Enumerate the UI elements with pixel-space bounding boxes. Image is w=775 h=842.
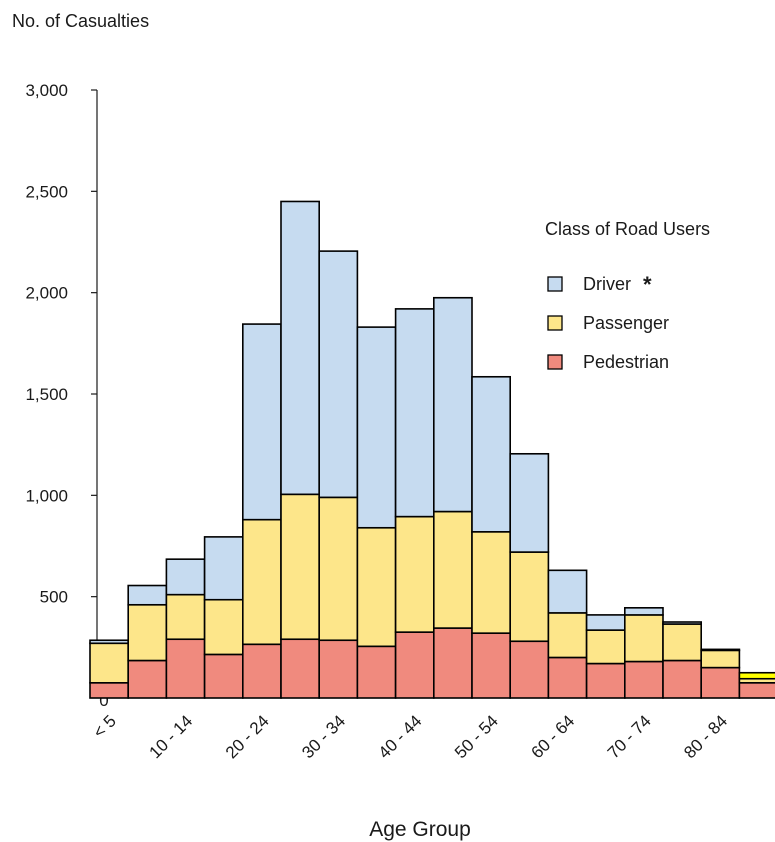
bar-passenger — [203, 598, 244, 656]
bar-passenger — [471, 531, 512, 634]
bar-passenger — [662, 623, 703, 662]
x-tick-label: 60 - 64 — [527, 711, 578, 762]
x-axis: < 5 10 - 14 20 - 24 30 - 34 40 - 44 50 - 54 60… — [89, 711, 731, 762]
bar-driver — [356, 326, 397, 529]
x-tick-label: 70 - 74 — [604, 711, 655, 762]
x-tick-label: 20 - 24 — [222, 711, 273, 762]
legend-label-driver: Driver — [583, 274, 631, 294]
bar-driver — [318, 250, 359, 499]
y-tick-label: 2,500 — [25, 182, 68, 201]
driver-asterisk: * — [643, 272, 652, 297]
bar-pedestrian — [203, 653, 244, 699]
bar-passenger — [432, 510, 473, 629]
y-tick-label: 0 — [99, 691, 108, 710]
bar-pedestrian — [165, 638, 206, 699]
y-tick-label: 1,500 — [25, 385, 68, 404]
bar-driver — [662, 621, 703, 625]
bar-passenger — [318, 496, 359, 642]
y-tick-label: 3,000 — [25, 81, 68, 100]
bar-pedestrian — [700, 666, 741, 699]
bar-pedestrian — [127, 659, 168, 699]
bar-passenger — [585, 629, 626, 665]
bar-passenger — [509, 551, 550, 643]
bar-driver — [432, 296, 473, 513]
bar-passenger — [89, 642, 130, 684]
bar-passenger — [165, 593, 206, 641]
bar-pedestrian — [242, 643, 282, 699]
bar-pedestrian — [471, 632, 512, 699]
bars — [89, 200, 775, 699]
x-tick-label: 10 - 14 — [145, 711, 196, 762]
legend-swatch-pedestrian — [547, 354, 563, 370]
bar-driver — [509, 452, 550, 553]
bar-pedestrian — [318, 639, 359, 699]
bar-passenger — [623, 614, 664, 663]
bar-top-marker — [738, 671, 775, 680]
y-tick-label: 500 — [40, 588, 68, 607]
y-tick-label: 1,000 — [25, 486, 68, 505]
bar-pedestrian — [280, 638, 321, 699]
bar-driver — [700, 648, 741, 652]
bar-driver — [242, 323, 282, 521]
bar-driver — [280, 200, 321, 496]
x-tick-label: 50 - 54 — [451, 711, 502, 762]
bar-pedestrian — [585, 662, 626, 699]
bar-pedestrian — [509, 640, 550, 699]
y-axis: 0 500 1,000 1,500 2,000 2,500 3,000 — [25, 81, 108, 710]
legend: Class of Road Users Driver * Passenger Pede… — [545, 219, 710, 372]
y-tick-label: 2,000 — [25, 284, 68, 303]
bar-pedestrian — [623, 660, 664, 699]
bar-passenger — [280, 493, 321, 641]
bar-driver — [127, 584, 168, 606]
bar-driver — [203, 536, 244, 601]
x-tick-label: 30 - 34 — [298, 711, 349, 762]
bar-driver — [623, 607, 664, 616]
x-tick-label: 40 - 44 — [375, 711, 426, 762]
bar-passenger — [394, 515, 435, 633]
legend-label-pedestrian: Pedestrian — [583, 352, 669, 372]
bar-passenger — [700, 649, 741, 669]
bar-passenger — [242, 518, 282, 646]
x-axis-title: Age Group — [369, 818, 471, 841]
legend-swatch-driver — [547, 276, 563, 292]
bar-driver — [585, 614, 626, 631]
bar-passenger — [356, 526, 397, 648]
bar-driver — [165, 558, 206, 596]
bar-pedestrian — [738, 681, 775, 699]
bar-driver — [89, 639, 130, 645]
bar-passenger — [127, 603, 168, 662]
legend-swatch-passenger — [547, 315, 563, 331]
y-axis-title: No. of Casualties — [12, 11, 149, 31]
bar-pedestrian — [394, 631, 435, 699]
legend-label-passenger: Passenger — [583, 313, 669, 333]
bar-passenger — [547, 612, 588, 659]
bar-pedestrian — [356, 645, 397, 699]
bar-pedestrian — [547, 656, 588, 699]
bar-pedestrian — [432, 627, 473, 699]
bar-driver — [547, 569, 588, 614]
legend-title: Class of Road Users — [545, 219, 710, 239]
x-tick-label: < 5 — [89, 711, 119, 741]
bar-pedestrian — [89, 681, 130, 699]
bar-driver — [471, 375, 512, 533]
bar-driver — [394, 308, 435, 518]
bar-pedestrian — [662, 659, 703, 699]
x-tick-label: 80 - 84 — [680, 711, 731, 762]
